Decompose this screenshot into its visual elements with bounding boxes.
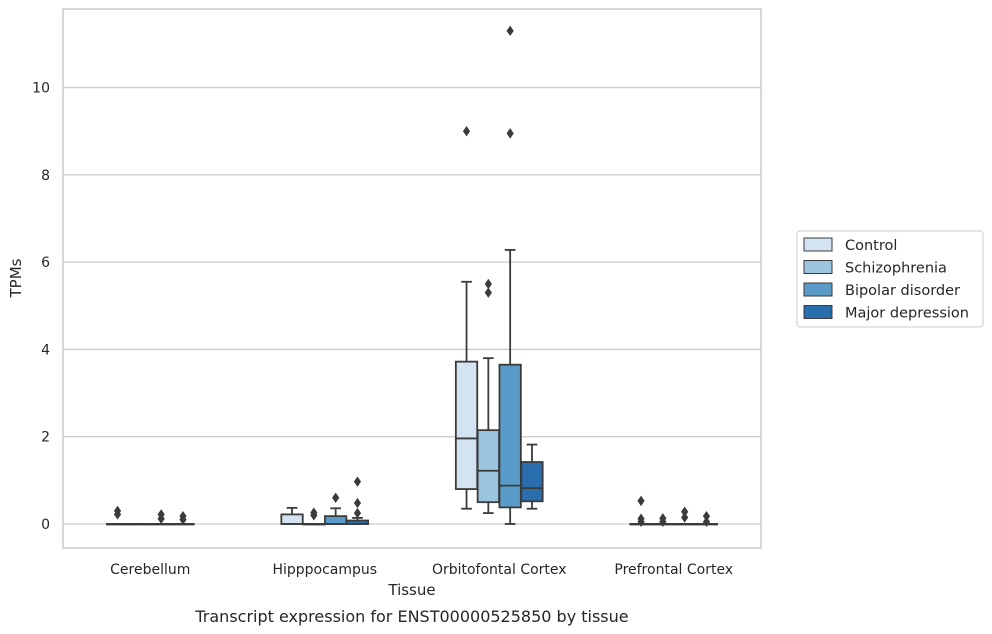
x-tick-label: Prefrontal Cortex — [614, 562, 733, 578]
x-tick-labels: Cerebellum Hipppocampus Orbitofontal Corte… — [110, 562, 733, 578]
outlier-point — [506, 128, 514, 139]
outlier-point — [462, 126, 471, 137]
x-tick-label: Cerebellum — [110, 562, 190, 578]
outlier-point — [681, 512, 689, 523]
legend-swatch — [803, 237, 833, 252]
box-2-3 — [520, 443, 544, 510]
legend-swatch — [803, 282, 833, 297]
legend: Control Schizophrenia Bipolar disorder Majo… — [796, 230, 984, 328]
outlier-point — [637, 495, 645, 507]
outlier-point — [353, 476, 362, 487]
box-3-0 — [629, 495, 653, 528]
x-axis-title: Tissue — [387, 581, 435, 599]
box-1-2 — [324, 492, 348, 525]
y-tick-label: 2 — [41, 430, 50, 446]
boxes-layer — [105, 25, 719, 528]
legend-label: Bipolar disorder — [845, 283, 960, 299]
outlier-point — [659, 513, 667, 524]
box-body — [454, 360, 479, 490]
box-body — [476, 429, 500, 504]
chart-title: Transcript expression for ENST0000052585… — [194, 607, 628, 626]
outlier-point — [179, 510, 187, 522]
legend-label: Control — [845, 238, 897, 254]
box-body — [498, 363, 522, 509]
y-tick-label: 8 — [41, 168, 50, 184]
box-2-1 — [476, 278, 500, 514]
outlier-point — [681, 506, 689, 517]
legend-label: Major depression — [845, 306, 969, 322]
grid-lines — [63, 86, 761, 525]
box-0-3 — [171, 510, 195, 526]
legend-swatch — [803, 305, 833, 319]
box-2-2 — [498, 25, 522, 525]
box-1-1 — [302, 507, 326, 526]
outlier-point — [113, 505, 122, 517]
y-tick-label: 4 — [41, 342, 50, 358]
box-0-1 — [127, 523, 151, 526]
x-tick-label: Hipppocampus — [272, 562, 377, 578]
y-tick-label: 6 — [41, 255, 50, 271]
outlier-point — [353, 497, 362, 509]
outlier-point — [332, 492, 340, 504]
y-tick-label: 10 — [32, 81, 50, 97]
box-body — [280, 513, 304, 525]
box-1-3 — [345, 476, 370, 525]
outlier-point — [353, 507, 362, 519]
box-2-0 — [454, 126, 479, 510]
plot-frame — [62, 8, 762, 549]
outlier-point — [484, 287, 492, 298]
legend-swatch — [803, 260, 833, 274]
outlier-point — [702, 516, 711, 528]
box-0-2 — [149, 509, 173, 526]
legend-label: Schizophrenia — [845, 261, 947, 277]
x-tick-label: Orbitofontal Cortex — [432, 562, 567, 578]
outlier-point — [157, 509, 165, 520]
legend-frame — [796, 230, 984, 328]
outlier-point — [702, 510, 711, 522]
outlier-point — [637, 513, 645, 524]
outlier-point — [484, 278, 492, 290]
y-tick-label: 0 — [41, 517, 50, 533]
outlier-point — [310, 507, 318, 518]
box-3-1 — [651, 513, 675, 528]
y-axis-title: TPMs — [7, 258, 25, 298]
box-3-2 — [673, 506, 697, 526]
y-tick-labels: 0 2 4 6 8 10 — [32, 81, 50, 533]
box-body — [520, 461, 544, 503]
outlier-point — [506, 25, 514, 37]
box-0-0 — [105, 505, 130, 526]
box-3-3 — [694, 510, 719, 528]
box-1-0 — [280, 506, 304, 525]
box-body — [324, 515, 348, 525]
